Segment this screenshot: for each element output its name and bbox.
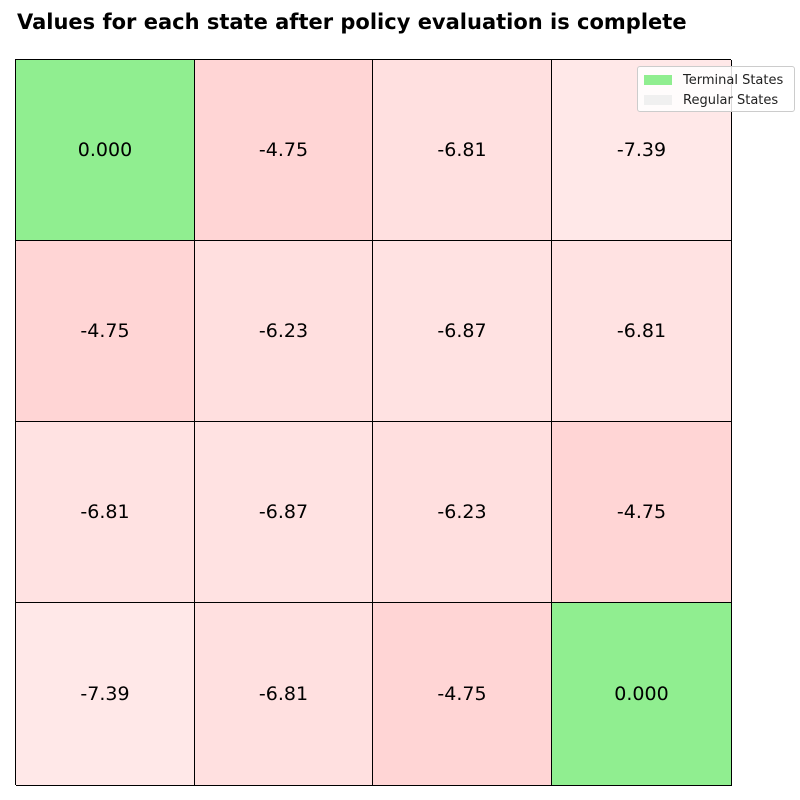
grid-cell-r1-c3: -6.81: [552, 241, 732, 422]
grid-cell-r2-c3: -4.75: [552, 422, 732, 603]
grid-cell-r1-c2: -6.87: [373, 241, 552, 422]
grid-cell-r3-c3: 0.000: [552, 603, 732, 786]
legend: Terminal States Regular States: [637, 66, 795, 112]
grid-cell-r3-c0: -7.39: [16, 603, 195, 786]
legend-label-terminal: Terminal States: [683, 72, 784, 88]
legend-swatch-terminal: [644, 75, 672, 85]
grid-cell-r2-c1: -6.87: [195, 422, 373, 603]
grid-cell-r3-c1: -6.81: [195, 603, 373, 786]
grid-cell-r0-c2: -6.81: [373, 60, 552, 241]
legend-item-regular: Regular States: [644, 90, 788, 110]
grid-cell-r2-c0: -6.81: [16, 422, 195, 603]
legend-swatch-regular: [644, 95, 672, 105]
value-grid: 0.000 -4.75 -6.81 -7.39 -4.75 -6.23 -6.8…: [15, 59, 732, 786]
grid-cell-r1-c0: -4.75: [16, 241, 195, 422]
grid-cell-r1-c1: -6.23: [195, 241, 373, 422]
grid-cell-r3-c2: -4.75: [373, 603, 552, 786]
legend-item-terminal: Terminal States: [644, 70, 788, 90]
grid-cell-r0-c1: -4.75: [195, 60, 373, 241]
legend-label-regular: Regular States: [683, 92, 779, 108]
chart-title: Values for each state after policy evalu…: [17, 10, 687, 34]
grid-cell-r2-c2: -6.23: [373, 422, 552, 603]
grid-cell-r0-c0: 0.000: [16, 60, 195, 241]
